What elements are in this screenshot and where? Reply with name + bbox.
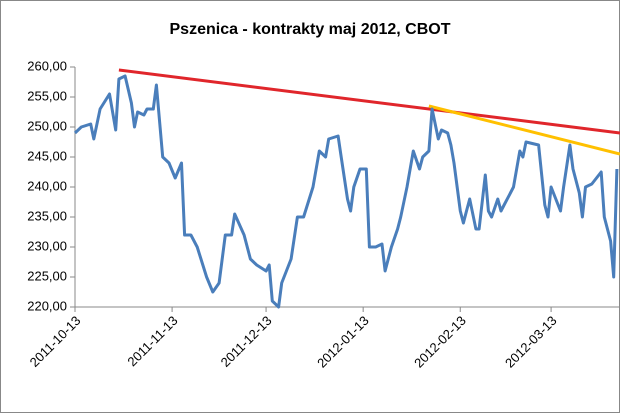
y-tick-label: 260,00 bbox=[27, 58, 67, 73]
y-tick-label: 255,00 bbox=[27, 88, 67, 103]
y-tick-label: 225,00 bbox=[27, 268, 67, 283]
y-tick-label: 230,00 bbox=[27, 238, 67, 253]
y-tick-label: 245,00 bbox=[27, 148, 67, 163]
y-tick-label: 220,00 bbox=[27, 298, 67, 313]
y-tick-label: 250,00 bbox=[27, 118, 67, 133]
series-line bbox=[73, 74, 619, 309]
y-tick-label: 240,00 bbox=[27, 178, 67, 193]
y-tick-label: 235,00 bbox=[27, 208, 67, 223]
trend-line bbox=[428, 104, 620, 156]
chart-title: Pszenica - kontrakty maj 2012, CBOT bbox=[170, 21, 451, 38]
trend-line bbox=[118, 68, 620, 135]
